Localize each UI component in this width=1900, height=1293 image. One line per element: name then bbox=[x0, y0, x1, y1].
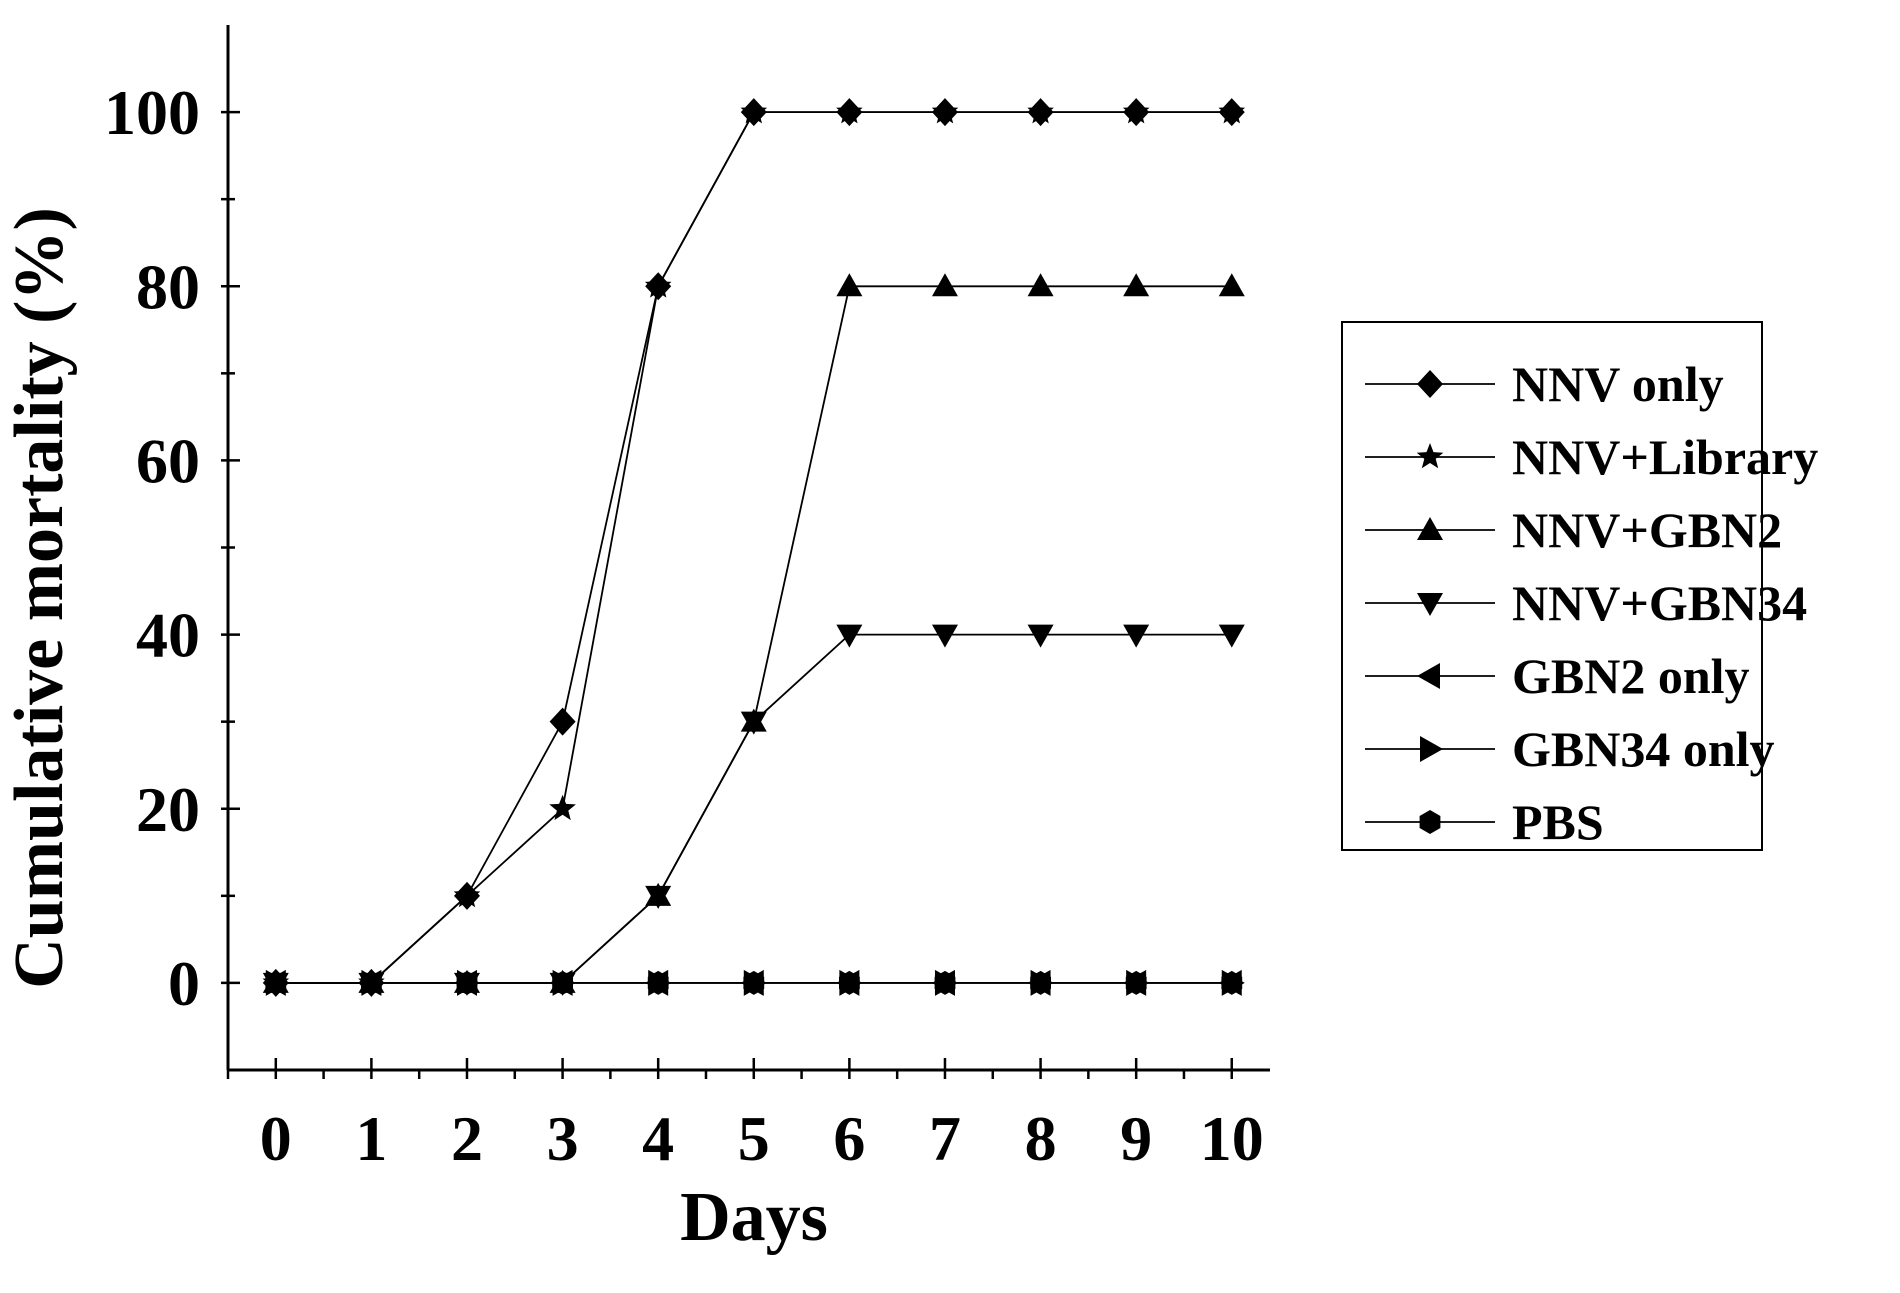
x-axis-title: Days bbox=[680, 1179, 828, 1256]
x-tick-label: 1 bbox=[355, 1103, 387, 1174]
data-point bbox=[740, 98, 768, 124]
data-point bbox=[456, 970, 478, 995]
data-point bbox=[1123, 624, 1150, 648]
y-tick-label: 40 bbox=[136, 600, 200, 671]
axes bbox=[221, 25, 1270, 1079]
legend-label: PBS bbox=[1512, 794, 1604, 850]
y-axis-title: Cumulative mortality (%) bbox=[1, 207, 78, 989]
legend-label: NNV+GBN34 bbox=[1512, 575, 1807, 631]
legend-label: NNV only bbox=[1512, 356, 1724, 412]
legend-label: GBN34 only bbox=[1512, 721, 1775, 777]
x-tick-label: 9 bbox=[1120, 1103, 1152, 1174]
data-point bbox=[1122, 98, 1150, 124]
legend-marker bbox=[1417, 517, 1443, 540]
legend: NNV only NNV+Library NNV+GBN2 NNV+GBN34 GBN2… bbox=[1341, 321, 1818, 851]
legend-entry: NNV+GBN2 bbox=[1365, 502, 1782, 558]
legend-box bbox=[1341, 321, 1763, 851]
data-point bbox=[453, 881, 481, 908]
y-tick-label: 60 bbox=[136, 425, 200, 496]
legend-marker bbox=[1417, 593, 1443, 616]
legend-label: NNV+Library bbox=[1512, 429, 1818, 485]
legend-marker bbox=[1420, 736, 1443, 762]
data-point bbox=[1218, 624, 1245, 648]
data-point bbox=[645, 885, 672, 909]
legend-marker bbox=[1416, 443, 1444, 469]
series-line bbox=[275, 111, 1232, 984]
y-tick-label: 0 bbox=[168, 948, 200, 1019]
series-markers bbox=[262, 98, 1246, 997]
data-point bbox=[1218, 273, 1245, 297]
data-point bbox=[361, 970, 382, 995]
x-tick-label: 4 bbox=[642, 1103, 674, 1174]
legend-label: NNV+GBN2 bbox=[1512, 502, 1782, 558]
data-point bbox=[549, 707, 576, 736]
y-tick-label: 80 bbox=[136, 251, 200, 322]
x-tick-label: 2 bbox=[451, 1103, 483, 1174]
data-point bbox=[934, 970, 956, 995]
data-point bbox=[1027, 273, 1054, 297]
legend-entry: PBS bbox=[1365, 794, 1604, 850]
x-tick-label: 3 bbox=[547, 1103, 579, 1174]
data-point bbox=[743, 970, 765, 995]
data-point bbox=[931, 273, 958, 297]
data-point bbox=[549, 794, 576, 821]
legend-entry: NNV only bbox=[1365, 356, 1724, 412]
x-tick-label: 6 bbox=[833, 1103, 865, 1174]
data-point bbox=[644, 272, 672, 298]
series-line bbox=[275, 111, 1232, 984]
data-point bbox=[1027, 624, 1054, 648]
data-point bbox=[740, 711, 767, 735]
x-tick-label: 10 bbox=[1200, 1103, 1264, 1174]
data-point bbox=[1218, 98, 1246, 124]
legend-entry: GBN34 only bbox=[1365, 721, 1775, 777]
series-line bbox=[275, 633, 1232, 984]
data-point bbox=[1123, 273, 1150, 297]
legend-marker bbox=[1419, 810, 1441, 834]
y-tick-label: 20 bbox=[136, 774, 200, 845]
data-point bbox=[836, 98, 863, 124]
x-tick-label: 5 bbox=[738, 1103, 770, 1174]
legend-marker bbox=[1417, 663, 1440, 689]
data-point bbox=[1221, 970, 1243, 995]
data-point bbox=[265, 970, 287, 995]
data-point bbox=[931, 98, 959, 124]
data-point bbox=[931, 624, 958, 648]
y-tick-label: 100 bbox=[104, 77, 200, 148]
x-tick-label: 7 bbox=[929, 1103, 961, 1174]
x-tick-label: 0 bbox=[260, 1103, 292, 1174]
legend-entry: NNV+Library bbox=[1365, 429, 1818, 485]
series-lines bbox=[275, 111, 1232, 984]
legend-entry: GBN2 only bbox=[1365, 648, 1750, 704]
data-point bbox=[647, 970, 669, 995]
x-tick-label: 8 bbox=[1025, 1103, 1057, 1174]
data-point bbox=[1027, 98, 1054, 124]
data-point bbox=[552, 970, 573, 995]
data-point bbox=[836, 624, 863, 648]
legend-label: GBN2 only bbox=[1512, 648, 1750, 704]
data-point bbox=[1030, 970, 1051, 995]
data-point bbox=[836, 273, 863, 297]
legend-entry: NNV+GBN34 bbox=[1365, 575, 1807, 631]
data-point bbox=[1125, 970, 1147, 995]
data-point bbox=[839, 970, 860, 995]
legend-marker bbox=[1417, 370, 1443, 398]
